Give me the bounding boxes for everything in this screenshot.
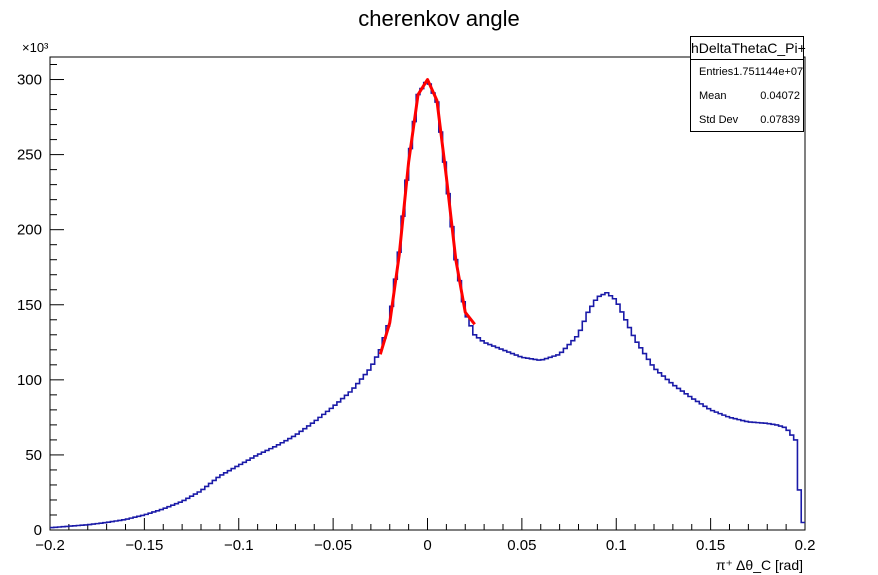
- stats-entries-value: 1.751144e+07: [733, 66, 804, 78]
- x-tick-label: −0.1: [224, 537, 254, 554]
- stats-stddev-value: 0.07839: [760, 114, 800, 126]
- stats-row-stddev: Std Dev 0.07839: [691, 108, 803, 132]
- y-tick-label: 150: [17, 297, 42, 314]
- stats-name: hDeltaThetaC_Pi+: [691, 37, 806, 60]
- y-tick-label: 200: [17, 222, 42, 239]
- stats-box: hDeltaThetaC_Pi+ Entries 1.751144e+07 Me…: [690, 36, 806, 132]
- y-axis-multiplier: ×10³: [22, 40, 49, 55]
- histogram-series: [50, 81, 805, 529]
- x-tick-label: 0: [423, 537, 431, 554]
- y-tick-label: 50: [25, 447, 42, 464]
- fit-curve-series: [378, 78, 476, 355]
- y-tick-label: 300: [17, 72, 42, 89]
- x-tick-label: −0.2: [35, 537, 65, 554]
- stats-row-mean: Mean 0.04072: [691, 84, 803, 108]
- x-tick-label: −0.05: [314, 537, 352, 554]
- series-layer: [50, 78, 805, 529]
- y-axis: 0 50 100 150 200 250 300: [17, 64, 64, 539]
- x-tick-label: −0.15: [125, 537, 163, 554]
- y-tick-label: 250: [17, 147, 42, 164]
- stats-stddev-label: Std Dev: [699, 114, 739, 126]
- x-tick-label: 0.2: [795, 537, 816, 554]
- x-tick-label: 0.05: [507, 537, 536, 554]
- y-tick-label: 100: [17, 372, 42, 389]
- x-axis: −0.2 −0.15 −0.1 −0.05 0 0.05 0.1 0.15 0.2: [35, 518, 815, 554]
- x-axis-label: π⁺ Δθ_C [rad]: [716, 557, 803, 573]
- y-tick-label: 0: [34, 522, 42, 539]
- stats-entries-label: Entries: [699, 66, 734, 78]
- stats-mean-label: Mean: [699, 90, 727, 102]
- x-tick-label: 0.15: [696, 537, 725, 554]
- stats-row-entries: Entries 1.751144e+07: [691, 60, 803, 84]
- chart-title: cherenkov angle: [358, 6, 520, 31]
- x-tick-label: 0.1: [606, 537, 627, 554]
- stats-mean-value: 0.04072: [760, 90, 800, 102]
